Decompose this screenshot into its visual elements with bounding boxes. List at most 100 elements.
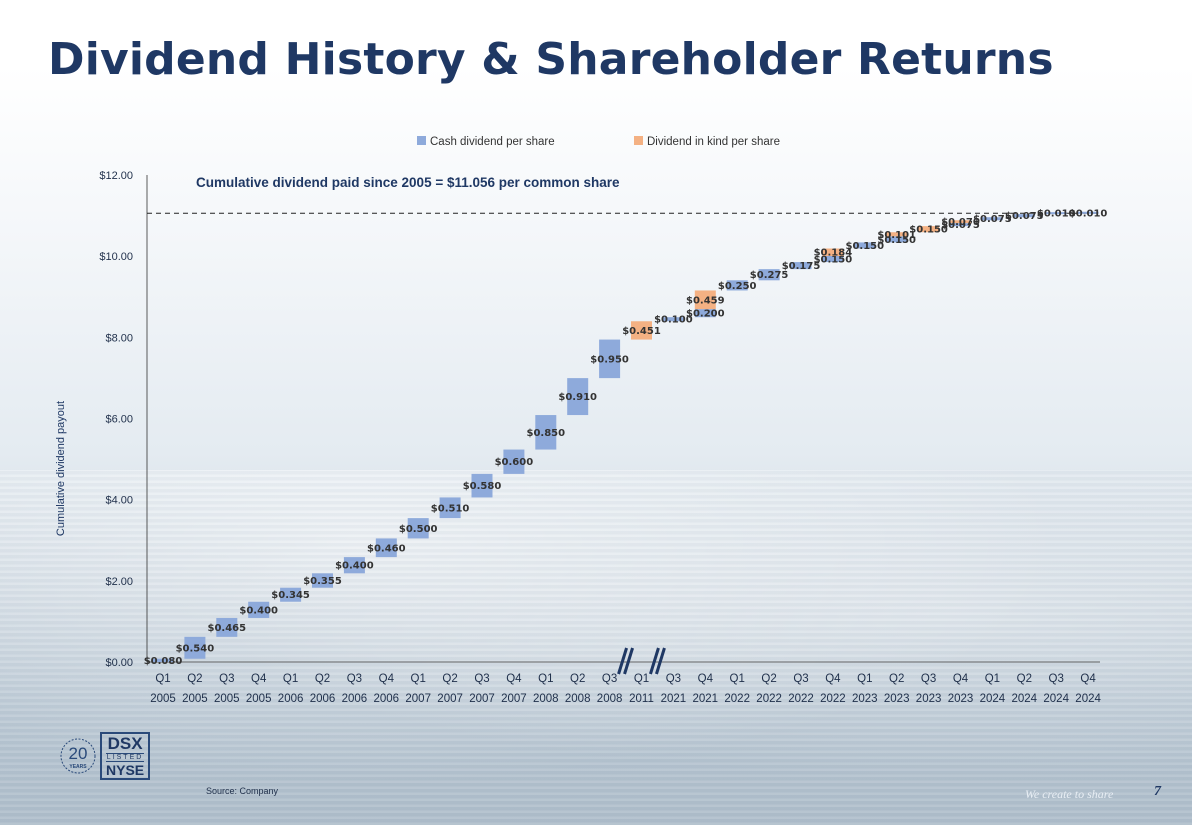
x-tick-quarter: Q3 bbox=[474, 673, 489, 685]
x-tick-quarter: Q4 bbox=[698, 673, 714, 685]
y-tick-label: $12.00 bbox=[99, 170, 133, 182]
cash-bar-label: $0.075 bbox=[1005, 211, 1044, 222]
legend-label: Cash dividend per share bbox=[430, 136, 555, 148]
cash-bar-label: $0.175 bbox=[782, 261, 821, 272]
in-kind-bar bbox=[950, 220, 971, 224]
x-tick-year: 2007 bbox=[437, 693, 463, 705]
cash-bar bbox=[407, 518, 429, 539]
x-tick-year: 2005 bbox=[214, 693, 240, 705]
cash-bar bbox=[758, 269, 780, 281]
x-tick-year: 2008 bbox=[533, 693, 559, 705]
cash-bar bbox=[822, 255, 844, 263]
x-tick-year: 2006 bbox=[374, 693, 400, 705]
axis-break-mark bbox=[649, 647, 660, 675]
x-tick-quarter: Q3 bbox=[602, 673, 617, 685]
x-tick-year: 2006 bbox=[342, 693, 368, 705]
x-tick-year: 2021 bbox=[693, 693, 719, 705]
cash-bar bbox=[535, 415, 557, 450]
source-note: Source: Company bbox=[206, 786, 279, 796]
x-tick-year: 2021 bbox=[661, 693, 687, 705]
x-tick-year: 2011 bbox=[629, 693, 654, 705]
cash-bar-label: $0.075 bbox=[973, 214, 1012, 225]
y-tick-label: $10.00 bbox=[99, 251, 133, 263]
x-tick-quarter: Q1 bbox=[538, 673, 553, 685]
logo-listed: LISTED bbox=[106, 753, 145, 762]
x-tick-quarter: Q4 bbox=[1080, 673, 1096, 685]
in-kind-bar bbox=[918, 226, 940, 233]
axis-break-mark bbox=[617, 647, 628, 675]
x-tick-year: 2008 bbox=[565, 693, 591, 705]
axis-break-mark bbox=[623, 647, 634, 675]
logo-ticker: DSX bbox=[107, 734, 143, 753]
x-tick-year: 2023 bbox=[884, 693, 910, 705]
in-kind-bar bbox=[694, 290, 716, 310]
x-tick-quarter: Q1 bbox=[730, 673, 745, 685]
cash-bar bbox=[439, 497, 461, 519]
cash-bar-label: $0.010 bbox=[1037, 209, 1076, 220]
cash-bar-label: $0.600 bbox=[495, 457, 534, 468]
x-tick-quarter: Q4 bbox=[506, 673, 522, 685]
legend-label: Dividend in kind per share bbox=[647, 136, 780, 148]
company-logo: 20 YEARS DSX LISTED NYSE bbox=[60, 732, 151, 780]
cash-bar bbox=[981, 217, 1003, 221]
in-kind-bar bbox=[886, 232, 908, 237]
cash-bar-label: $0.540 bbox=[176, 643, 215, 654]
x-tick-quarter: Q4 bbox=[251, 673, 267, 685]
cash-bar bbox=[950, 223, 971, 227]
tagline: We create to share bbox=[1025, 787, 1114, 801]
cash-bar bbox=[1045, 212, 1067, 215]
cash-bar-label: $0.275 bbox=[750, 270, 789, 281]
x-tick-quarter: Q1 bbox=[155, 673, 170, 685]
in-kind-bar-label: $0.451 bbox=[622, 326, 661, 337]
cash-bar bbox=[280, 587, 302, 602]
x-tick-year: 2024 bbox=[980, 693, 1006, 705]
cash-bar bbox=[471, 473, 493, 498]
x-tick-quarter: Q4 bbox=[825, 673, 841, 685]
cash-bar bbox=[726, 280, 748, 291]
x-tick-quarter: Q3 bbox=[921, 673, 936, 685]
cash-bar-label: $0.355 bbox=[303, 576, 342, 587]
cash-bar-label: $0.150 bbox=[877, 235, 916, 246]
x-tick-quarter: Q1 bbox=[411, 673, 426, 685]
cash-bar bbox=[694, 309, 716, 318]
x-tick-year: 2005 bbox=[182, 693, 208, 705]
cash-bar-label: $0.200 bbox=[686, 309, 725, 320]
x-tick-year: 2023 bbox=[852, 693, 878, 705]
x-tick-quarter: Q2 bbox=[315, 673, 330, 685]
x-tick-quarter: Q3 bbox=[219, 673, 234, 685]
cash-bar-label: $0.075 bbox=[941, 220, 980, 231]
x-tick-quarter: Q3 bbox=[347, 673, 362, 685]
cash-bar-label: $0.345 bbox=[271, 590, 310, 601]
legend-swatch bbox=[634, 136, 643, 145]
x-tick-year: 2024 bbox=[1043, 693, 1069, 705]
cash-bar-label: $0.950 bbox=[590, 354, 629, 365]
cash-bar bbox=[599, 339, 621, 379]
cash-bar bbox=[503, 449, 525, 474]
in-kind-bar-label: $0.070 bbox=[941, 217, 980, 228]
cash-bar-label: $0.510 bbox=[431, 503, 470, 514]
x-tick-year: 2024 bbox=[1012, 693, 1038, 705]
x-tick-quarter: Q2 bbox=[761, 673, 776, 685]
in-kind-bar-label: $0.150 bbox=[909, 225, 948, 236]
x-tick-quarter: Q4 bbox=[953, 673, 969, 685]
cash-bar-label: $0.150 bbox=[846, 241, 885, 252]
x-tick-quarter: Q4 bbox=[379, 673, 395, 685]
cash-bar bbox=[343, 557, 365, 574]
cash-bar-label: $0.080 bbox=[144, 656, 183, 667]
in-kind-bar-label: $0.184 bbox=[814, 248, 853, 259]
x-tick-quarter: Q2 bbox=[570, 673, 585, 685]
cash-bar-label: $0.400 bbox=[335, 561, 374, 572]
x-tick-year: 2007 bbox=[405, 693, 431, 705]
y-tick-label: $8.00 bbox=[105, 332, 133, 344]
y-tick-label: $2.00 bbox=[105, 576, 133, 588]
axis-break-mark bbox=[655, 647, 666, 675]
in-kind-bar bbox=[822, 248, 844, 256]
cash-bar bbox=[152, 658, 174, 662]
x-tick-quarter: Q3 bbox=[666, 673, 681, 685]
cash-bar bbox=[184, 636, 206, 659]
x-tick-year: 2007 bbox=[469, 693, 495, 705]
cash-bar bbox=[886, 236, 908, 243]
cash-bar bbox=[248, 601, 270, 618]
cash-bar-label: $0.500 bbox=[399, 524, 438, 535]
x-tick-quarter: Q1 bbox=[634, 673, 649, 685]
